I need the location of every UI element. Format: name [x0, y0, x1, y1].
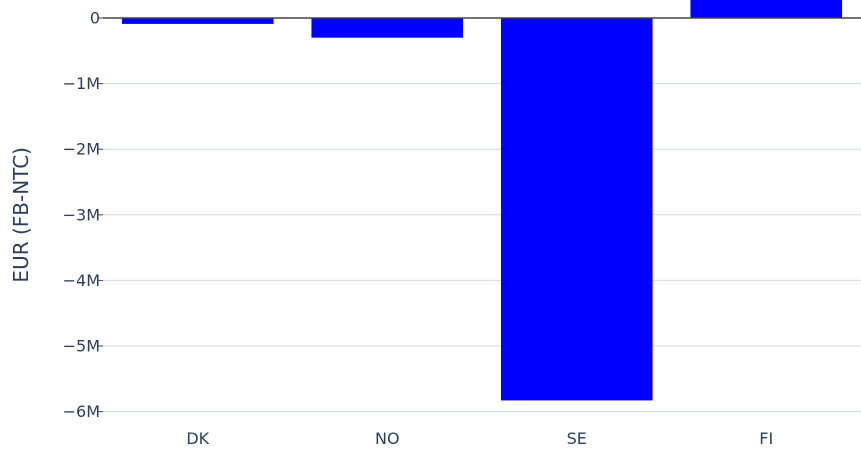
y-tick-label: −2M — [63, 140, 100, 159]
y-tick-label: −1M — [63, 74, 100, 93]
y-tick-label: −3M — [63, 205, 100, 224]
y-tick-label: −5M — [63, 337, 100, 356]
y-tick-label: −6M — [63, 402, 100, 421]
x-axis: DK NO SE FI — [186, 429, 773, 448]
y-tick-label: −4M — [63, 271, 100, 290]
bar-fi — [690, 0, 843, 19]
bar-dk — [121, 18, 274, 24]
y-gridlines — [103, 83, 861, 413]
bar-no — [311, 18, 464, 38]
x-tick-label-se: SE — [567, 429, 587, 448]
bars — [121, 0, 843, 401]
x-tick-label-fi: FI — [759, 429, 773, 448]
bar-se — [500, 18, 653, 401]
x-tick-label-no: NO — [375, 429, 400, 448]
y-tick-label: 0 — [90, 9, 100, 28]
x-tick-label-dk: DK — [186, 429, 209, 448]
y-axis-title: EUR (FB-NTC) — [9, 147, 33, 283]
y-axis: 0 −1M −2M −3M −4M −5M −6M — [63, 9, 103, 421]
